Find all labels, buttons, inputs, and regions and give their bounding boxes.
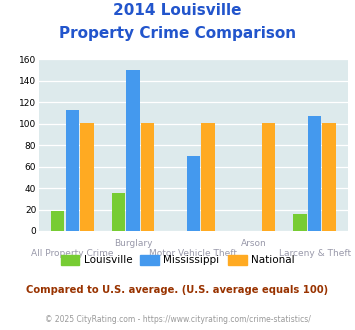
Text: 2014 Louisville: 2014 Louisville [113, 3, 242, 18]
Text: Arson: Arson [241, 239, 267, 248]
Bar [112, 193, 125, 231]
Bar [201, 123, 215, 231]
Text: All Property Crime: All Property Crime [31, 249, 114, 258]
Bar [293, 214, 307, 231]
Bar [80, 123, 94, 231]
Bar [66, 110, 79, 231]
Text: © 2025 CityRating.com - https://www.cityrating.com/crime-statistics/: © 2025 CityRating.com - https://www.city… [45, 315, 310, 324]
Bar [308, 116, 321, 231]
Legend: Louisville, Mississippi, National: Louisville, Mississippi, National [56, 251, 299, 270]
Bar [141, 123, 154, 231]
Text: Compared to U.S. average. (U.S. average equals 100): Compared to U.S. average. (U.S. average … [26, 285, 329, 295]
Bar [322, 123, 336, 231]
Text: Burglary: Burglary [114, 239, 152, 248]
Bar [262, 123, 275, 231]
Text: Property Crime Comparison: Property Crime Comparison [59, 26, 296, 41]
Bar [187, 156, 200, 231]
Text: Larceny & Theft: Larceny & Theft [279, 249, 351, 258]
Bar [126, 70, 140, 231]
Bar [51, 211, 65, 231]
Text: Motor Vehicle Theft: Motor Vehicle Theft [149, 249, 237, 258]
